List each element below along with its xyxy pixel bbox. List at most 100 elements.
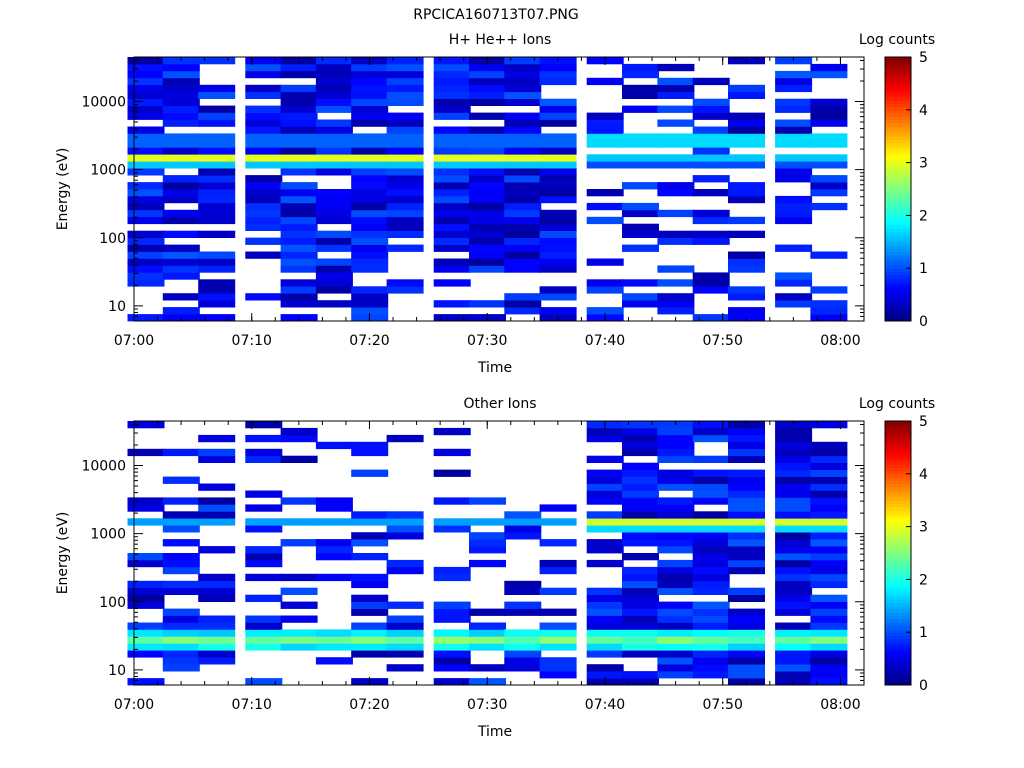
heatmap-cell (280, 279, 318, 287)
heatmap-cell (351, 532, 389, 540)
heatmap-cell (586, 434, 624, 443)
heatmap-cell (245, 421, 283, 429)
heatmap-cell (198, 629, 236, 637)
heatmap-cell (469, 140, 506, 148)
colorbar-segment (885, 628, 911, 633)
colorbar-segment (885, 440, 911, 445)
colorbar-segment (885, 487, 911, 491)
heatmap-cell (692, 455, 730, 463)
heatmap-cell (810, 580, 848, 589)
heatmap-cell (657, 636, 695, 644)
y-tick-label: 10000 (81, 459, 126, 475)
heatmap-cell (622, 448, 659, 457)
heatmap-cell (198, 195, 236, 204)
heatmap-cell (315, 119, 353, 127)
heatmap-cell (315, 539, 353, 547)
heatmap-cell (692, 511, 730, 519)
heatmap-cell (280, 112, 318, 120)
heatmap-cell (692, 140, 730, 148)
heatmap-cell (728, 594, 765, 602)
heatmap-cell (127, 237, 165, 245)
heatmap-cell (657, 119, 695, 127)
colorbar-segment (885, 76, 911, 81)
heatmap-cell (810, 629, 848, 637)
heatmap-cell (657, 643, 695, 651)
heatmap-cell (469, 608, 506, 616)
colorbar-tick-label: 2 (919, 572, 928, 588)
heatmap-cell (162, 84, 200, 93)
heatmap-cell (351, 161, 389, 169)
heatmap-cell (692, 209, 730, 218)
colorbar-segment (885, 271, 911, 276)
heatmap-cell (351, 119, 389, 127)
colorbar-segment (885, 162, 911, 167)
colorbar-segment (885, 668, 911, 673)
heatmap-cell (315, 133, 353, 141)
heatmap-cell (245, 293, 283, 301)
heatmap-cell (315, 629, 353, 637)
heatmap-cell (692, 546, 730, 554)
heatmap-cell (245, 189, 283, 197)
heatmap-cell (245, 223, 283, 231)
colorbar-tick-label: 0 (919, 678, 928, 694)
heatmap-cell (692, 175, 730, 183)
colorbar-segment (885, 566, 911, 570)
heatmap-cell (280, 300, 318, 308)
heatmap-cell (280, 182, 318, 190)
heatmap-cell (351, 300, 389, 308)
heatmap-cell (539, 504, 577, 512)
heatmap-cell (728, 91, 765, 99)
heatmap-cell (198, 279, 236, 287)
heatmap-cell (198, 189, 236, 197)
heatmap-cell (198, 615, 236, 623)
heatmap-cell (657, 580, 695, 589)
heatmap-cell (315, 237, 353, 245)
heatmap-cell (315, 272, 353, 280)
heatmap-cell (127, 112, 165, 120)
heatmap-cell (657, 546, 695, 554)
heatmap-cell (810, 518, 848, 526)
colorbar-segment (885, 533, 911, 537)
heatmap-cell (810, 497, 848, 505)
heatmap-cell (469, 84, 506, 93)
heatmap-cell (469, 147, 506, 155)
heatmap-cell (622, 629, 659, 637)
heatmap-cell (245, 154, 283, 162)
heatmap-cell (315, 189, 353, 197)
heatmap-cell (539, 293, 577, 301)
heatmap-cell (433, 279, 471, 287)
heatmap-cell (810, 300, 848, 308)
heatmap-cell (692, 216, 730, 225)
colorbar-segment (885, 106, 911, 111)
heatmap-cell (692, 573, 730, 582)
heatmap-cell (810, 133, 848, 141)
heatmap-cell (386, 615, 424, 623)
heatmap-cell (586, 161, 624, 169)
heatmap-cell (504, 265, 542, 273)
heatmap-cell (127, 497, 165, 505)
heatmap-cell (692, 469, 730, 477)
heatmap-cell (162, 553, 200, 561)
heatmap-cell (280, 223, 318, 231)
colorbar-segment (885, 619, 911, 623)
heatmap-cell (539, 251, 577, 259)
heatmap-cell (810, 455, 848, 463)
heatmap-cell (657, 293, 695, 301)
x-tick-label: 07:00 (114, 333, 154, 349)
heatmap-cell (692, 629, 730, 637)
heatmap-cell (433, 70, 471, 79)
spectrogram-panel-1 (127, 56, 912, 322)
heatmap-cell (775, 629, 813, 637)
heatmap-cell (198, 133, 236, 141)
heatmap-cell (728, 504, 765, 512)
heatmap-cell (280, 539, 318, 547)
heatmap-cell (810, 421, 848, 429)
heatmap-cell (315, 553, 353, 561)
heatmap-cell (198, 314, 236, 322)
heatmap-cell (622, 671, 659, 679)
heatmap-cell (127, 643, 165, 651)
heatmap-cell (433, 469, 471, 477)
colorbar-segment (885, 179, 911, 183)
heatmap-cell (351, 77, 389, 86)
heatmap-cell (351, 70, 389, 79)
